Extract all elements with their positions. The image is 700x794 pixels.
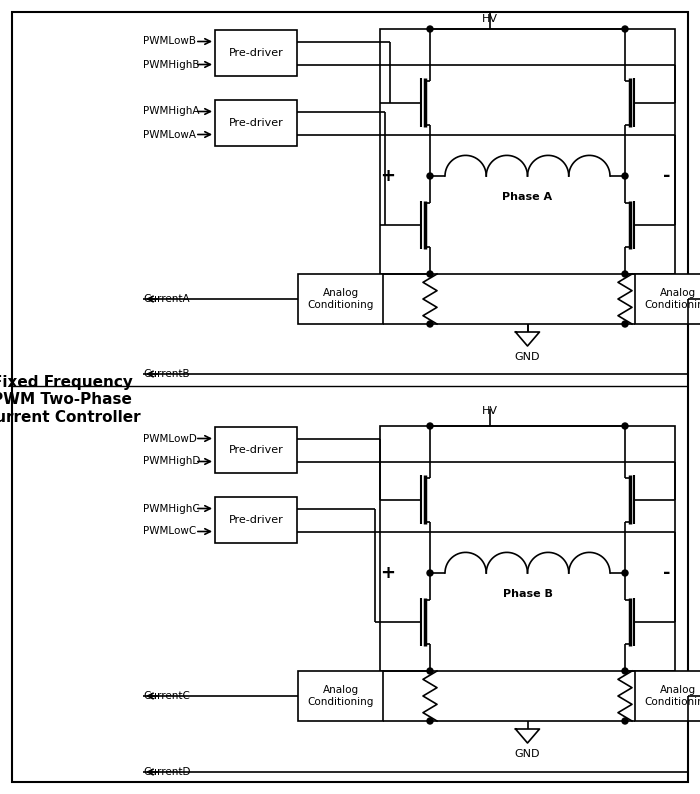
Circle shape bbox=[427, 718, 433, 724]
Circle shape bbox=[622, 26, 628, 32]
Circle shape bbox=[427, 26, 433, 32]
Text: PWMLowC: PWMLowC bbox=[143, 526, 196, 537]
Circle shape bbox=[427, 570, 433, 576]
Bar bbox=[635, 274, 700, 324]
Circle shape bbox=[427, 321, 433, 327]
Text: HV: HV bbox=[482, 14, 498, 24]
Text: Analog
Conditioning: Analog Conditioning bbox=[644, 288, 700, 310]
Text: CurrentC: CurrentC bbox=[143, 691, 190, 701]
Circle shape bbox=[622, 570, 628, 576]
Circle shape bbox=[622, 271, 628, 277]
Text: Pre-driver: Pre-driver bbox=[229, 515, 284, 525]
Circle shape bbox=[427, 668, 433, 674]
Text: -: - bbox=[664, 564, 671, 582]
Text: HV: HV bbox=[482, 406, 498, 416]
Text: GND: GND bbox=[514, 352, 540, 362]
Circle shape bbox=[427, 271, 433, 277]
Circle shape bbox=[622, 668, 628, 674]
Text: Fixed Frequency
PWM Two-Phase
Current Controller: Fixed Frequency PWM Two-Phase Current Co… bbox=[0, 375, 140, 425]
Circle shape bbox=[622, 321, 628, 327]
Text: Phase A: Phase A bbox=[503, 192, 552, 202]
Text: +: + bbox=[381, 167, 395, 185]
Bar bbox=[215, 100, 297, 146]
Text: Analog
Conditioning: Analog Conditioning bbox=[307, 685, 374, 707]
Circle shape bbox=[622, 718, 628, 724]
Circle shape bbox=[622, 423, 628, 429]
Text: PWMHighB: PWMHighB bbox=[143, 60, 199, 70]
Text: CurrentB: CurrentB bbox=[143, 369, 190, 379]
Text: Pre-driver: Pre-driver bbox=[229, 48, 284, 58]
Text: Analog
Conditioning: Analog Conditioning bbox=[644, 685, 700, 707]
Text: Phase B: Phase B bbox=[503, 589, 552, 599]
Text: PWMHighC: PWMHighC bbox=[143, 503, 199, 514]
Bar bbox=[215, 427, 297, 473]
Circle shape bbox=[622, 173, 628, 179]
Text: Pre-driver: Pre-driver bbox=[229, 445, 284, 455]
Text: CurrentD: CurrentD bbox=[143, 767, 190, 777]
Bar bbox=[298, 274, 383, 324]
Bar bbox=[380, 426, 675, 671]
Text: PWMHighD: PWMHighD bbox=[143, 457, 200, 467]
Bar bbox=[635, 671, 700, 721]
Text: CurrentA: CurrentA bbox=[143, 294, 190, 304]
Text: PWMLowD: PWMLowD bbox=[143, 434, 197, 444]
Bar bbox=[380, 29, 675, 274]
Text: -: - bbox=[664, 167, 671, 185]
Text: Analog
Conditioning: Analog Conditioning bbox=[307, 288, 374, 310]
Bar bbox=[298, 671, 383, 721]
Text: PWMLowA: PWMLowA bbox=[143, 129, 196, 140]
Text: +: + bbox=[381, 564, 395, 582]
Bar bbox=[215, 497, 297, 543]
Text: PWMHighA: PWMHighA bbox=[143, 106, 199, 117]
Text: PWMLowB: PWMLowB bbox=[143, 37, 196, 47]
Text: Pre-driver: Pre-driver bbox=[229, 118, 284, 128]
Bar bbox=[215, 30, 297, 76]
Circle shape bbox=[427, 173, 433, 179]
Text: GND: GND bbox=[514, 749, 540, 759]
Circle shape bbox=[427, 423, 433, 429]
